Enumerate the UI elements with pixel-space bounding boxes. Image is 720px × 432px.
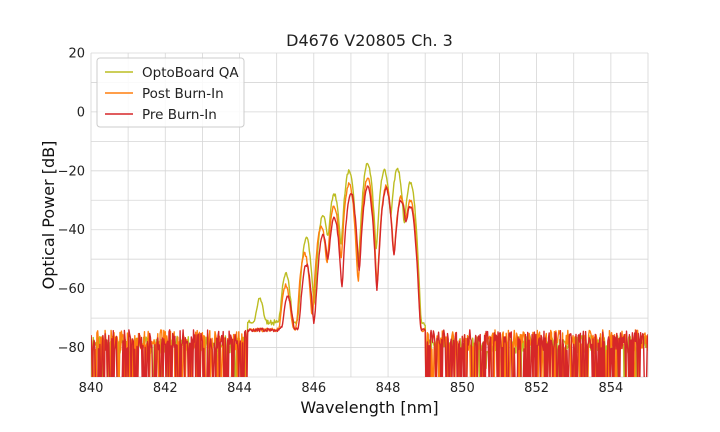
legend: OptoBoard QA Post Burn-In Pre Burn-In [96,57,245,128]
y-tick-label: −20 [58,164,85,179]
legend-label: Post Burn-In [142,86,224,102]
legend-label: Pre Burn-In [142,107,217,123]
x-tick-label: 854 [598,381,623,396]
tick-labels: 840 842 844 846 848 850 852 854 20 0 −20 −40 −60 −80 [58,47,624,397]
legend-label: OptoBoard QA [142,65,239,81]
x-tick-label: 848 [376,381,401,396]
x-tick-label: 844 [227,381,252,396]
x-tick-label: 852 [524,381,549,396]
y-axis-label: Optical Power [dB] [39,141,58,290]
y-tick-label: 20 [68,47,85,62]
chart-title: D4676 V20805 Ch. 3 [286,31,453,50]
legend-box [96,57,245,128]
y-tick-label: −60 [58,282,85,297]
x-tick-label: 842 [153,381,178,396]
x-tick-label: 840 [79,381,104,396]
x-tick-label: 850 [450,381,475,396]
y-tick-label: 0 [77,105,85,120]
y-tick-label: −40 [58,223,85,238]
y-tick-label: −80 [58,341,85,356]
series-layer [91,162,648,377]
x-axis-label: Wavelength [nm] [300,398,438,417]
x-tick-label: 846 [301,381,326,396]
series-line-3 [91,185,648,377]
